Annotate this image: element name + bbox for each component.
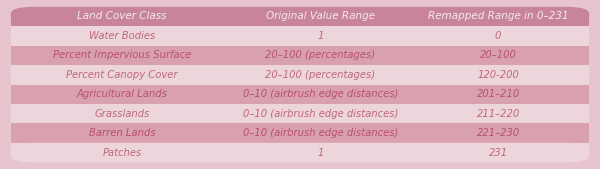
FancyBboxPatch shape: [11, 7, 589, 162]
Text: Barren Lands: Barren Lands: [89, 128, 155, 138]
Text: Remapped Range in 0–231: Remapped Range in 0–231: [428, 11, 568, 21]
Text: 1: 1: [317, 31, 323, 41]
Text: 231: 231: [488, 148, 508, 158]
Bar: [11, 104, 589, 123]
Text: 20–100 (percentages): 20–100 (percentages): [265, 50, 376, 60]
Text: Land Cover Class: Land Cover Class: [77, 11, 167, 21]
Text: 120-200: 120-200: [477, 70, 519, 80]
Text: Grasslands: Grasslands: [94, 109, 150, 119]
Text: 1: 1: [317, 148, 323, 158]
Bar: [11, 143, 589, 153]
Text: Patches: Patches: [103, 148, 142, 158]
FancyBboxPatch shape: [11, 143, 589, 162]
Text: 20–100: 20–100: [479, 50, 517, 60]
Text: 20–100 (percentages): 20–100 (percentages): [265, 70, 376, 80]
Text: Agricultural Lands: Agricultural Lands: [77, 89, 167, 99]
Bar: [11, 123, 589, 143]
Text: Percent Canopy Cover: Percent Canopy Cover: [67, 70, 178, 80]
Text: Original Value Range: Original Value Range: [266, 11, 375, 21]
Text: 0–10 (airbrush edge distances): 0–10 (airbrush edge distances): [242, 109, 398, 119]
Text: Percent Impervious Surface: Percent Impervious Surface: [53, 50, 191, 60]
Text: 211–220: 211–220: [476, 109, 520, 119]
Bar: [11, 65, 589, 84]
Text: 201–210: 201–210: [476, 89, 520, 99]
FancyBboxPatch shape: [11, 7, 589, 26]
Text: 0–10 (airbrush edge distances): 0–10 (airbrush edge distances): [242, 89, 398, 99]
Text: Water Bodies: Water Bodies: [89, 31, 155, 41]
Text: 0–10 (airbrush edge distances): 0–10 (airbrush edge distances): [242, 128, 398, 138]
Text: 0: 0: [495, 31, 501, 41]
Text: 221–230: 221–230: [476, 128, 520, 138]
Bar: [11, 16, 589, 26]
Bar: [11, 26, 589, 46]
Bar: [11, 46, 589, 65]
Bar: [11, 84, 589, 104]
